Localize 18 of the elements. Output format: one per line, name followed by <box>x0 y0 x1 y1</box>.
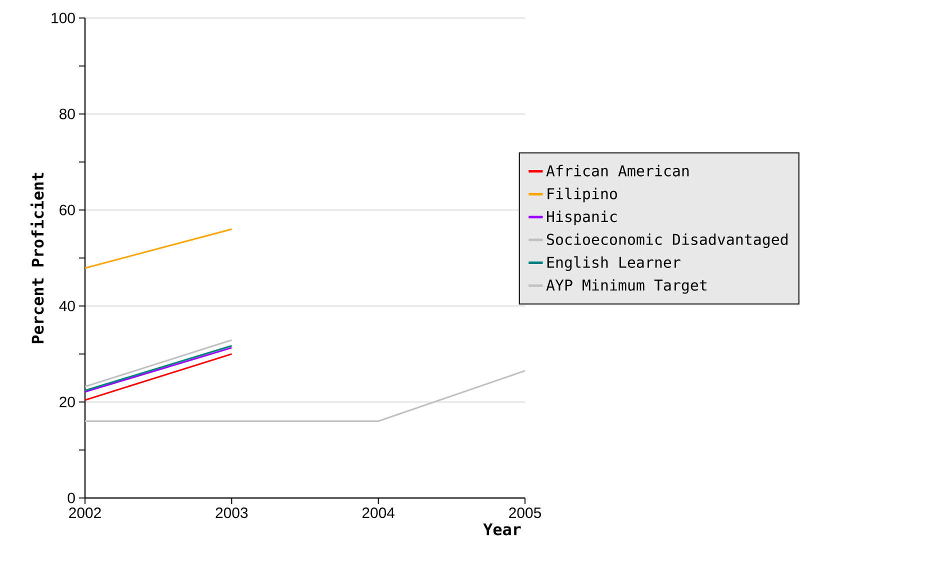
y-tick-label: 60 <box>60 204 75 216</box>
legend-label: Hispanic <box>546 210 617 226</box>
x-tick-label: 2004 <box>362 508 395 518</box>
x-tick-label: 2005 <box>509 508 541 518</box>
legend-label: Socioeconomic Disadvantaged <box>547 233 788 248</box>
legend-label: English Learner <box>547 256 680 271</box>
legend-label: Filipino <box>548 188 617 202</box>
x-axis-title: Year <box>483 524 521 536</box>
y-tick-label: 0 <box>68 492 75 504</box>
x-tick-label: 2003 <box>216 508 248 518</box>
legend-label: African American <box>546 164 689 176</box>
y-tick-label: 20 <box>60 396 75 408</box>
y-tick-label: 40 <box>59 300 75 312</box>
y-tick-label: 80 <box>60 108 75 120</box>
x-tick-label: 2002 <box>69 508 101 518</box>
legend-label: AYP Minimum Target <box>546 279 706 294</box>
y-tick-label: 100 <box>52 12 75 24</box>
y-axis-title: Percent Proficient <box>30 172 44 344</box>
